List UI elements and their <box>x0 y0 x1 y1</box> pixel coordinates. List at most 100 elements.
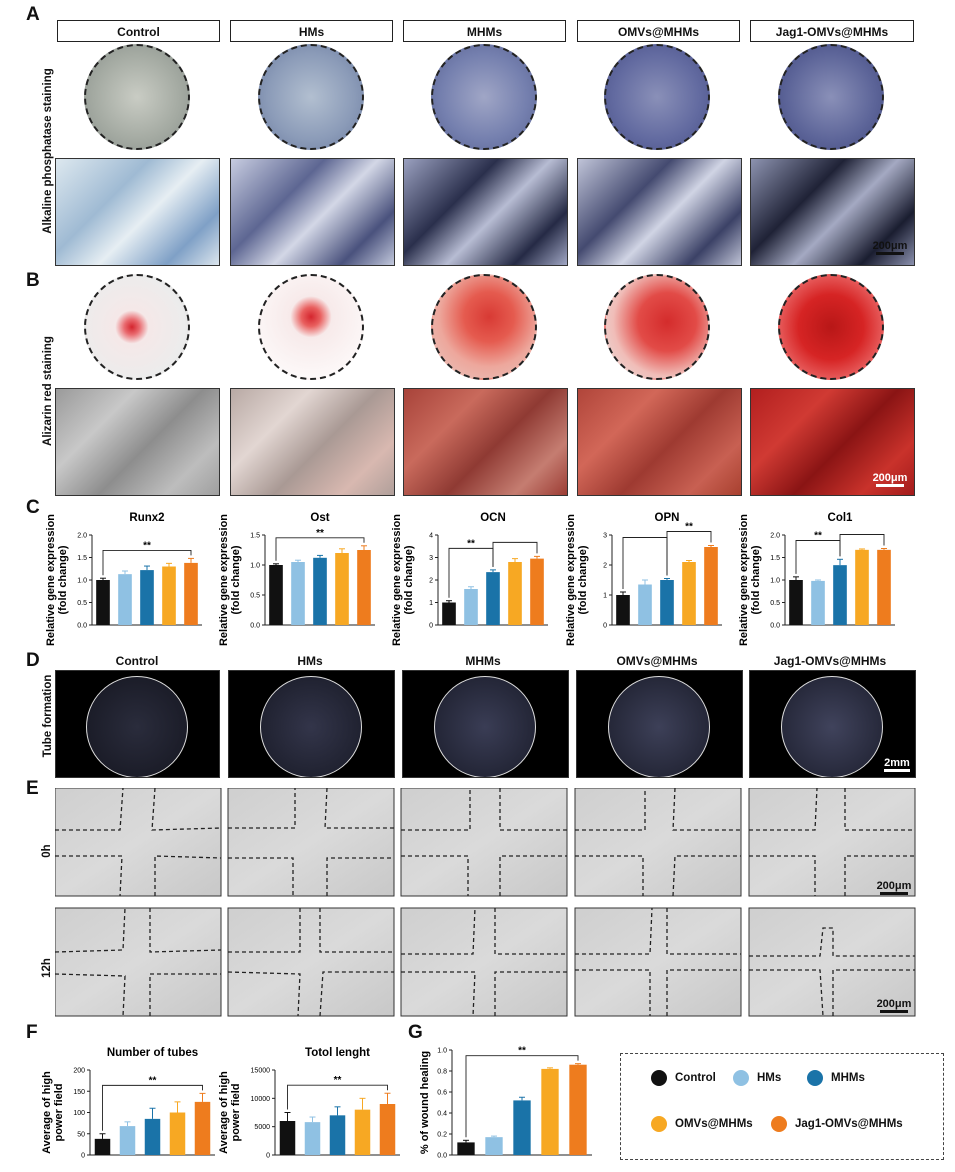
chart-5-ytick-label-0: 0 <box>81 1153 85 1160</box>
panel-letter-f: F <box>26 1022 38 1043</box>
chart-5-ytick-label-4: 200 <box>73 1068 85 1075</box>
chart-4-ylabel-1: (fold change) <box>750 545 762 614</box>
chart-1-bar-jag1-omvs-mhms <box>357 550 371 625</box>
chart-7-bar-mhms <box>513 1100 531 1155</box>
tube-image-jag1 <box>749 670 916 778</box>
tube-label-hms: HMs <box>297 654 323 668</box>
chart-5-ylabel-0: Average of high <box>41 1071 53 1154</box>
chart-1-sig-label-0: ** <box>316 528 324 539</box>
chart-6-bar-omvs-mhms <box>354 1109 371 1155</box>
chart-2-sig-bracket-1 <box>492 541 538 567</box>
chart-0-bar-hms <box>118 574 132 625</box>
legend-label-hms: HMs <box>757 1072 782 1084</box>
chart-5-bar-control <box>94 1138 111 1155</box>
chart-7-ytick-label-2: 0.4 <box>437 1111 447 1118</box>
ars-micro-hms <box>230 388 395 496</box>
chart-2-bar-control <box>442 602 456 625</box>
row-label-12h: 12h <box>41 958 53 978</box>
chart-4-bar-mhms <box>833 565 847 625</box>
chart-7-ytick-label-4: 0.8 <box>437 1069 447 1076</box>
tube-label-control: Control <box>115 654 159 668</box>
alp-micro-omvs-mhms <box>577 158 742 266</box>
legend-label-mhms: MHMs <box>831 1072 865 1084</box>
chart-6-bar-control <box>279 1121 296 1155</box>
chart-6-ytick-label-1: 5000 <box>254 1124 270 1131</box>
chart-0-title: Runx2 <box>129 512 164 524</box>
legend: Control HMs MHMs OMVs@MHMs Jag1-OMVs@MHM… <box>620 1053 944 1160</box>
chart-7-bar-omvs-mhms <box>541 1068 559 1155</box>
chart-6-sig-bracket-0 <box>287 1084 388 1110</box>
chart-4-ytick-label-4: 2.0 <box>770 533 780 540</box>
legend-item-jag1: Jag1-OMVs@MHMs <box>771 1116 903 1132</box>
legend-dot-omvs-mhms <box>651 1116 667 1132</box>
chart-4-bar-hms <box>811 580 825 625</box>
row-label-alp: Alkaline phosphatase staining <box>42 68 54 234</box>
chart-6-title: Totol lenght <box>305 1047 370 1059</box>
ars-dish-control <box>84 274 190 380</box>
legend-item-hms: HMs <box>733 1070 781 1086</box>
chart-7-ytick-label-0: 0.0 <box>437 1153 447 1160</box>
chart-0-sig-bracket-0 <box>102 549 192 576</box>
chart-2: Relative gene expression (fold change) OCN… <box>391 512 548 646</box>
chart-2-bar-mhms <box>486 572 500 625</box>
chart-7-sig-bracket-0 <box>465 1055 579 1138</box>
ars-micro-jag1 <box>750 388 915 496</box>
chart-3-ytick-label-3: 3 <box>603 533 607 540</box>
chart-1-ytick-label-3: 1.5 <box>250 533 260 540</box>
scalebar-wound-0h: 200μm <box>872 880 916 895</box>
chart-6-ylabel-0: Average of high <box>218 1071 230 1154</box>
chart-0-bar-mhms <box>140 570 154 625</box>
chart-1-ylabel-0: Relative gene expression <box>218 514 230 646</box>
chart-6-ylabel-1: power field <box>230 1083 242 1141</box>
panel-letter-d: D <box>26 650 40 671</box>
chart-4-ytick-label-2: 1.0 <box>770 578 780 585</box>
legend-item-control: Control <box>651 1070 716 1086</box>
chart-6-ytick-label-0: 0 <box>266 1153 270 1160</box>
wound-0h-jag1 <box>748 788 916 897</box>
row-label-ars: Alizarin red staining <box>42 336 54 446</box>
chart-2-ytick-label-1: 1 <box>429 600 433 607</box>
chart-7-ytick-label-3: 0.6 <box>437 1090 447 1097</box>
chart-0-ytick-label-4: 2.0 <box>77 533 87 540</box>
panel-letter-b: B <box>26 270 40 291</box>
chart-3-bar-control <box>616 595 630 625</box>
chart-4-bar-control <box>789 580 803 625</box>
chart-7-sig-label-0: ** <box>518 1046 526 1057</box>
chart-5-ytick-label-1: 50 <box>77 1131 85 1138</box>
chart-5-title: Number of tubes <box>107 1047 198 1059</box>
wound-0h-omvs-mhms <box>574 788 742 897</box>
chart-2-bar-jag1-omvs-mhms <box>530 558 544 625</box>
chart-1-ylabel-1: (fold change) <box>230 545 242 614</box>
group-header-hms: HMs <box>230 20 393 42</box>
chart-6-bar-jag1-omvs-mhms <box>379 1104 396 1155</box>
chart-4-ytick-label-3: 1.5 <box>770 555 780 562</box>
chart-6-bar-hms <box>304 1122 321 1155</box>
chart-3-sig-label-1: ** <box>685 522 693 533</box>
chart-0-ylabel-0: Relative gene expression <box>45 514 57 646</box>
wound-0h-row <box>55 788 916 897</box>
chart-6-ytick-label-3: 15000 <box>251 1068 271 1075</box>
alp-micro-jag1 <box>750 158 915 266</box>
ars-dish-omvs-mhms <box>604 274 710 380</box>
chart-1-bar-hms <box>291 562 305 625</box>
chart-4-ytick-label-1: 0.5 <box>770 600 780 607</box>
chart-0-ylabel-1: (fold change) <box>57 545 69 614</box>
chart-5-ytick-label-3: 150 <box>73 1089 85 1096</box>
chart-6-ytick-label-2: 10000 <box>251 1096 271 1103</box>
row-label-0h: 0h <box>41 844 53 858</box>
alp-dish-mhms <box>431 44 537 150</box>
wound-12h-jag1 <box>748 907 916 1017</box>
scalebar-tube-label: 2mm <box>884 757 910 769</box>
ars-micro-omvs-mhms <box>577 388 742 496</box>
scalebar-alp-label: 200μm <box>872 240 908 252</box>
alp-dish-omvs-mhms <box>604 44 710 150</box>
chart-7: % of wound healing 0.0 0.2 0.4 0.6 0.8 1.0 ** <box>419 1046 592 1160</box>
alp-micro-mhms <box>403 158 568 266</box>
wound-0h-hms <box>227 788 395 897</box>
alp-dish-hms <box>258 44 364 150</box>
wound-0h-control <box>55 788 222 897</box>
chart-6-bar-mhms <box>329 1115 346 1155</box>
chart-2-ytick-label-3: 3 <box>429 555 433 562</box>
chart-1-ytick-label-2: 1.0 <box>250 563 260 570</box>
tube-image-omvs-mhms <box>576 670 743 778</box>
